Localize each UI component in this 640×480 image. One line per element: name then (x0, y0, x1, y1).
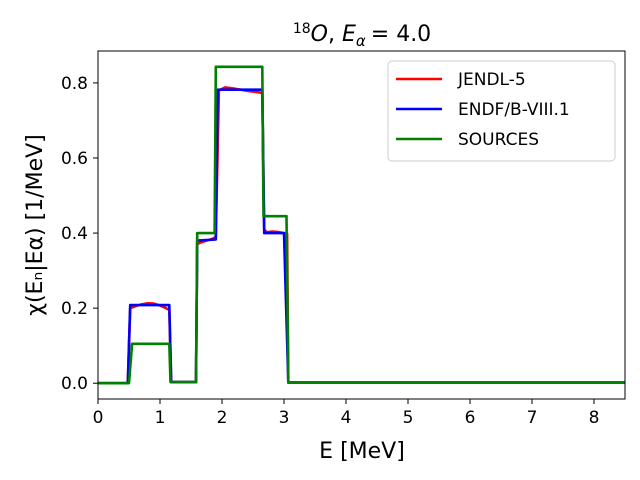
x-tick-label: 2 (217, 408, 228, 428)
y-tick-label: 0.0 (61, 374, 88, 394)
legend: JENDL-5 ENDF/B-VIII.1 SOURCES (387, 60, 616, 162)
y-tick-label: 0.8 (61, 74, 88, 94)
y-tick-label: 0.4 (61, 224, 88, 244)
y-tick-label: 0.6 (61, 149, 88, 169)
plot-frame (97, 50, 626, 400)
series-line-1 (98, 86, 625, 385)
series-layer (98, 65, 625, 385)
x-tick-label: 8 (589, 408, 600, 428)
legend-box (387, 60, 616, 162)
x-axis-label: E [MeV] (319, 439, 405, 464)
y-tick-label: 0.2 (61, 299, 88, 319)
legend-label-3: SOURCES (458, 130, 539, 150)
x-tick-label: 6 (465, 408, 476, 428)
x-axis-ticks: 0 1 2 3 4 5 6 7 8 (93, 399, 600, 428)
legend-label-1: JENDL-5 (457, 70, 526, 90)
legend-label-2: ENDF/B-VIII.1 (458, 100, 570, 120)
chart-title: 18O, Eα = 4.0 (293, 21, 431, 50)
y-axis-ticks: 0.0 0.2 0.4 0.6 0.8 (61, 74, 98, 394)
series-line-2 (98, 88, 625, 385)
x-tick-label: 7 (527, 408, 538, 428)
series-line-3 (98, 65, 625, 385)
y-axis-label: χ(Eₙ|Eα) [1/MeV] (23, 134, 48, 316)
x-tick-label: 0 (93, 408, 104, 428)
x-tick-label: 1 (155, 408, 166, 428)
x-tick-label: 4 (341, 408, 352, 428)
x-tick-label: 5 (403, 408, 414, 428)
x-tick-label: 3 (279, 408, 290, 428)
